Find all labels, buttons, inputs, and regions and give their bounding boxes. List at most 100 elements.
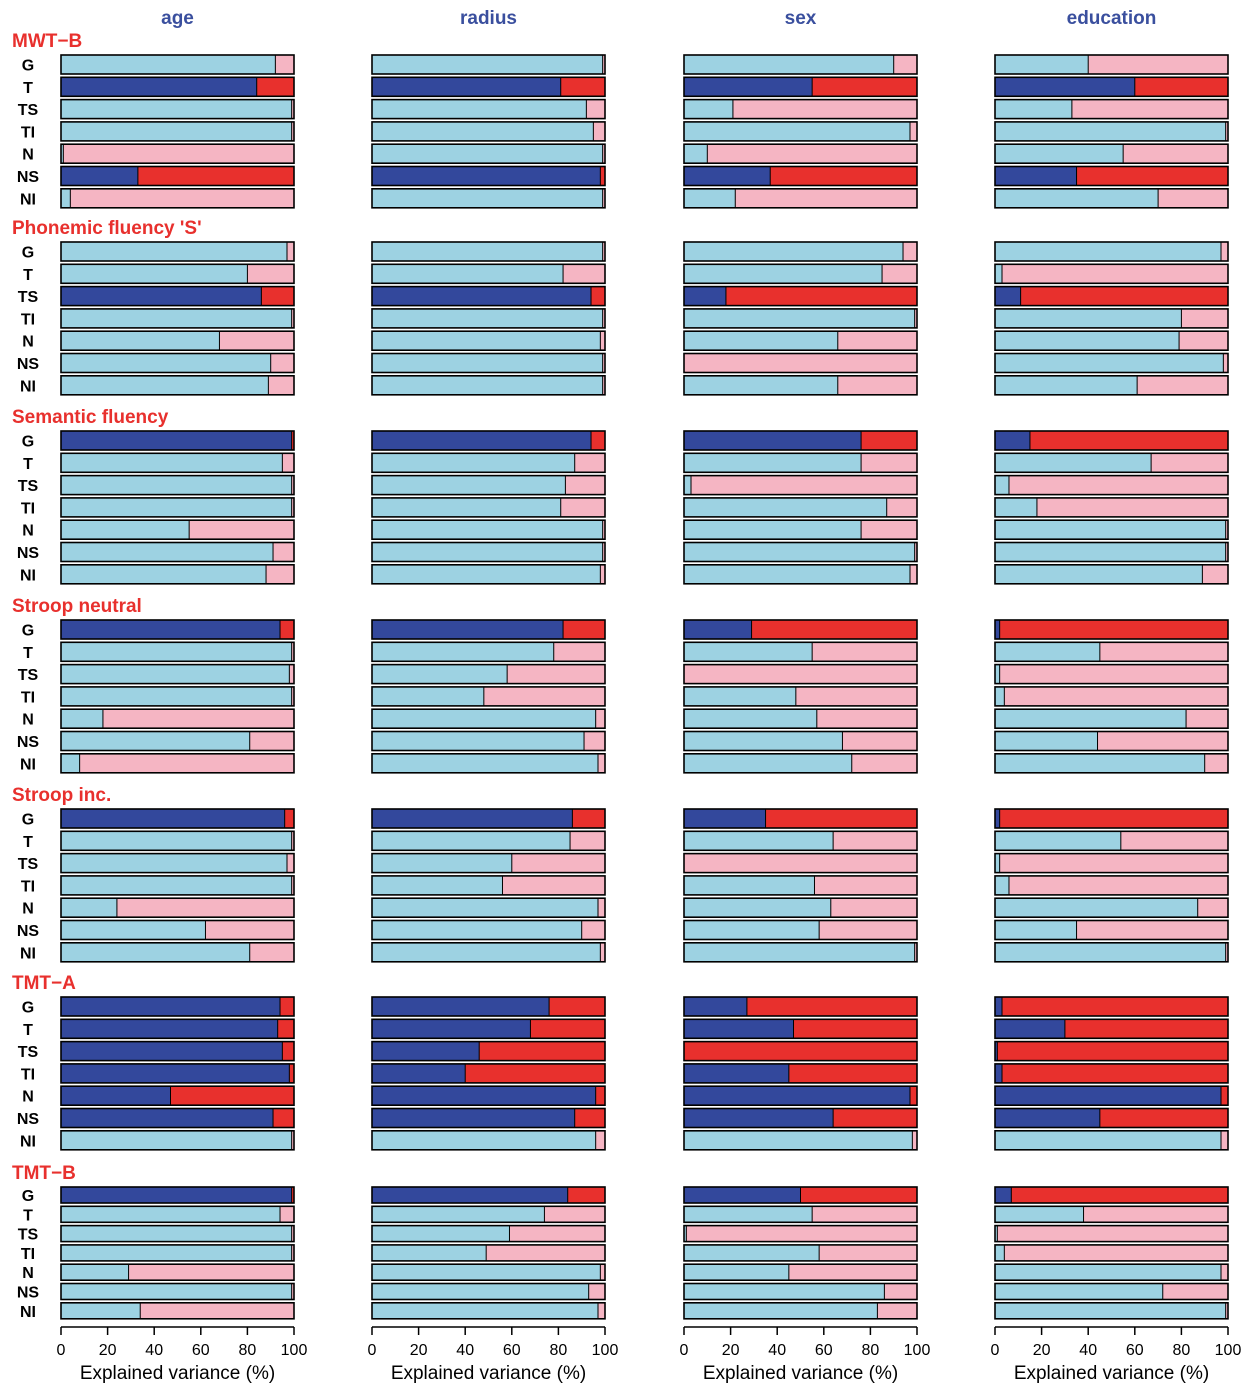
bar-explained-sex-NI [684,942,915,962]
bar-frame [683,852,918,874]
bar-frame [683,875,918,896]
bar-explained-education-TS [995,1041,998,1061]
bar-frame [371,996,606,1017]
row-label: T [23,1022,33,1039]
x-tick-label: 40 [456,1342,474,1359]
row-label: T [23,834,33,851]
bar-frame [60,241,295,262]
bar-frame [994,541,1229,563]
group-title-3: Stroop neutral [12,596,142,617]
bar-explained-education-NS [995,353,1224,373]
bar-frame [683,241,918,262]
bar-explained-sex-G [684,1187,801,1203]
bar-explained-age-T [61,453,283,473]
bar-explained-sex-TS [684,1225,687,1242]
bar-explained-sex-NI [684,375,838,395]
bar-explained-age-NI [61,375,269,395]
row-label: N [22,712,34,729]
bar-frame [683,1085,918,1106]
bar-explained-radius-NS [372,920,582,940]
bar-remainder-education-TI [995,1244,1228,1261]
row-label: TS [18,102,39,119]
bar-explained-sex-G [684,620,752,639]
bar-explained-sex-G [684,997,747,1016]
x-axis-label-sex: Explained variance (%) [703,1363,898,1384]
bar-frame [371,241,606,262]
bar-frame [371,330,606,352]
bar-explained-sex-NI [684,188,736,208]
bar-explained-age-T [61,831,292,851]
x-tick-label: 40 [1079,1342,1097,1359]
bar-explained-sex-T [684,77,813,97]
bar-explained-education-G [995,242,1222,261]
bar-remainder-education-G [995,1187,1228,1203]
bar-explained-radius-G [372,997,550,1016]
bar-explained-age-T [61,1206,281,1223]
bar-frame [683,263,918,285]
bar-explained-radius-G [372,242,603,261]
row-label: N [22,147,34,164]
bar-frame [994,919,1229,941]
bar-explained-education-N [995,144,1124,164]
bar-frame [683,497,918,518]
bar-remainder-education-G [995,997,1228,1016]
bar-explained-sex-TI [684,1244,820,1261]
row-label: NS [17,923,40,940]
bar-remainder-education-TI [995,1063,1228,1083]
bar-frame [683,285,918,307]
bar-explained-age-N [61,709,103,729]
bar-frame [60,1205,295,1224]
bar-frame [683,98,918,120]
bar-explained-age-NI [61,1130,292,1150]
bar-frame [60,143,295,164]
row-label: T [23,267,33,284]
bar-frame [683,1040,918,1062]
bar-explained-sex-NI [684,564,911,584]
bar-frame [60,1263,295,1281]
bar-explained-sex-NI [684,753,852,773]
bar-explained-education-NS [995,166,1077,186]
bar-frame [994,1040,1229,1062]
bar-explained-education-G [995,620,1000,639]
bar-frame [371,919,606,941]
bar-explained-education-NI [995,942,1226,962]
bar-frame [683,519,918,541]
bar-explained-sex-TI [684,497,887,517]
row-label: NS [17,734,40,751]
row-label: TS [18,478,39,495]
x-tick-label: 100 [1215,1342,1242,1359]
bar-explained-sex-T [684,264,883,284]
x-tick-label: 80 [1173,1342,1191,1359]
bar-frame [371,830,606,852]
bar-explained-age-G [61,55,276,74]
bar-remainder-sex-NS [684,353,917,373]
row-label: NS [17,1285,40,1302]
bar-frame [60,563,295,585]
bar-frame [683,474,918,496]
bar-frame [994,76,1229,98]
bar-frame [371,76,606,98]
x-tick-label: 100 [904,1342,931,1359]
bar-frame [371,1244,606,1262]
bar-frame [683,897,918,919]
bar-frame [683,619,918,640]
bar-frame [371,686,606,707]
bar-frame [371,1263,606,1281]
bar-frame [60,663,295,685]
bar-explained-age-NS [61,542,274,562]
bar-frame [371,619,606,640]
row-label: TI [21,1066,35,1083]
bar-frame [994,1224,1229,1243]
bar-frame [994,54,1229,75]
x-axis-label-radius: Explained variance (%) [391,1363,586,1384]
bar-frame [371,1282,606,1301]
bar-explained-education-G [995,809,1000,828]
bar-frame [371,430,606,451]
bar-explained-education-TS [995,99,1072,119]
bar-explained-education-NI [995,1130,1222,1150]
bar-remainder-education-TI [995,875,1228,895]
bar-explained-radius-NS [372,542,603,562]
bar-frame [994,1244,1229,1262]
bar-explained-radius-NS [372,353,603,373]
bar-frame [60,330,295,352]
